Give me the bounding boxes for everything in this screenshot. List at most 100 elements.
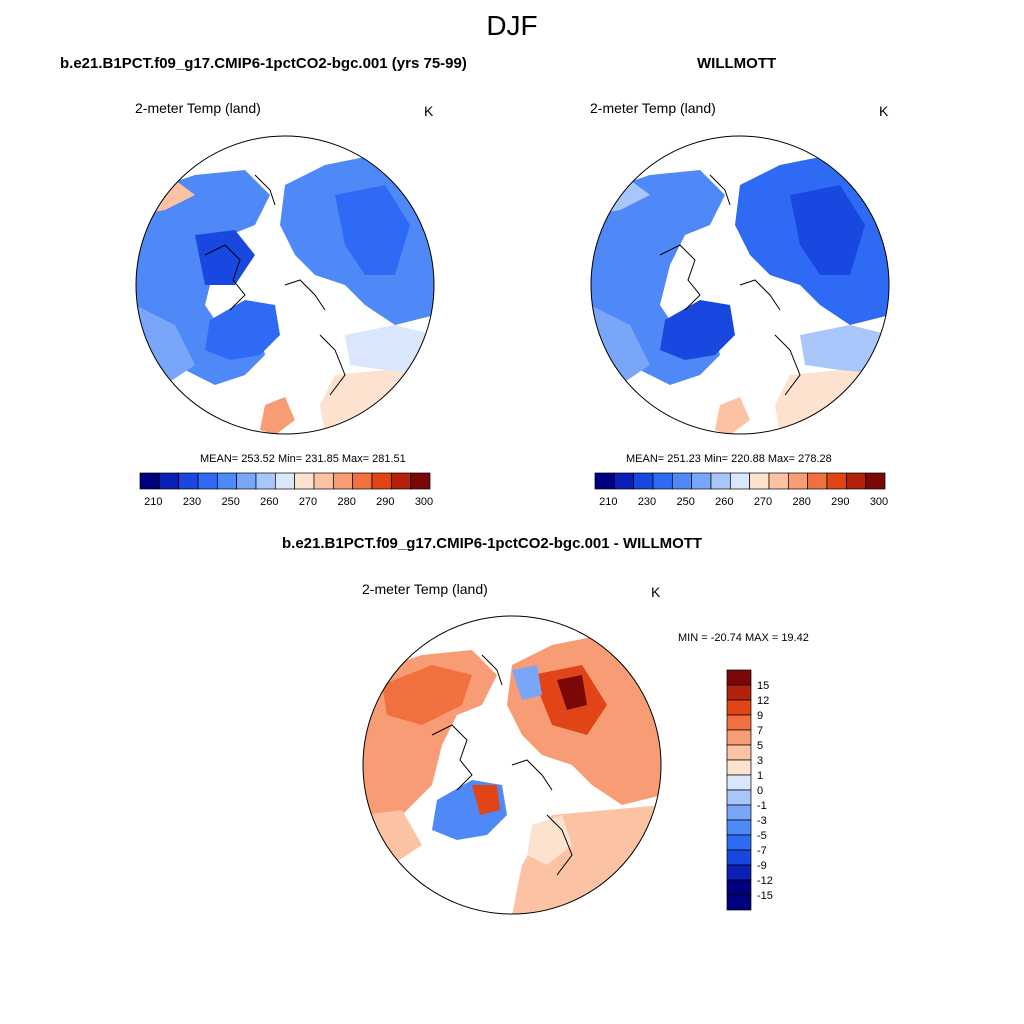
colorbar-swatch xyxy=(313,472,334,490)
scandinavia-mixed xyxy=(527,815,572,865)
left-colorbar: 210 230 250 260 270 280 290 300 xyxy=(139,472,433,508)
diff-polar-map xyxy=(362,615,662,915)
colorbar-swatch xyxy=(691,472,712,490)
colorbar-tick-label: -9 xyxy=(757,860,767,872)
colorbar-swatch xyxy=(726,759,752,776)
colorbar-swatch xyxy=(726,729,752,746)
right-stats: MEAN= 251.23 Min= 220.88 Max= 278.28 xyxy=(626,453,832,465)
colorbar-swatch xyxy=(236,472,257,490)
colorbar-swatch xyxy=(726,849,752,866)
colorbar-tick-label: 9 xyxy=(757,710,763,722)
right-panel-title: WILLMOTT xyxy=(697,55,777,72)
colorbar-swatch xyxy=(768,472,789,490)
colorbar-tick-label: 230 xyxy=(183,496,201,508)
europe-warm xyxy=(775,370,889,434)
left-variable-label: 2-meter Temp (land) xyxy=(135,100,261,116)
diff-variable-label: 2-meter Temp (land) xyxy=(362,581,488,597)
colorbar-swatch xyxy=(726,804,752,821)
coastline xyxy=(431,654,573,876)
colorbar-swatch xyxy=(410,472,431,490)
right-variable-label: 2-meter Temp (land) xyxy=(590,100,716,116)
greenland-region xyxy=(660,300,735,360)
colorbar-tick-label: 290 xyxy=(831,496,849,508)
colorbar-swatch xyxy=(726,774,752,791)
colorbar-tick-label: -1 xyxy=(757,800,767,812)
siberia-core xyxy=(557,675,587,710)
coastline xyxy=(204,174,346,396)
colorbar-swatch xyxy=(332,472,354,490)
colorbar-swatch xyxy=(158,472,180,490)
colorbar-swatch xyxy=(726,699,752,716)
colorbar-tick-label: 300 xyxy=(415,496,433,508)
right-colorbar: 210 230 250 260 270 280 290 300 xyxy=(594,472,888,508)
colorbar-tick-label: 290 xyxy=(376,496,394,508)
canada-dark xyxy=(195,230,255,285)
colorbar-swatch xyxy=(726,669,752,686)
colorbar-tick-label: 7 xyxy=(757,725,763,737)
colorbar-swatch xyxy=(197,472,218,490)
colorbar-tick-label: 210 xyxy=(144,496,162,508)
colorbar-swatch xyxy=(671,472,693,490)
colorbar-tick-label: -7 xyxy=(757,845,767,857)
colorbar-tick-label: 250 xyxy=(676,496,694,508)
colorbar-tick-label: 210 xyxy=(599,496,617,508)
colorbar-swatch xyxy=(139,472,160,490)
coastline xyxy=(659,174,801,396)
colorbar-swatch xyxy=(274,472,296,490)
siberia-core xyxy=(335,185,410,275)
colorbar-tick-label: 250 xyxy=(221,496,239,508)
colorbar-tick-label: -15 xyxy=(757,890,773,902)
colorbar-tick-label: 12 xyxy=(757,695,769,707)
colorbar-swatch xyxy=(726,684,752,701)
colorbar-tick-label: 270 xyxy=(754,496,772,508)
colorbar-swatch xyxy=(594,472,615,490)
colorbar-swatch xyxy=(216,472,238,490)
colorbar-swatch xyxy=(390,472,412,490)
colorbar-swatch xyxy=(726,879,752,896)
colorbar-swatch xyxy=(726,819,752,836)
diff-colorbar: 15 12 9 7 5 3 1 0 -1 -3 -5 -7 -9 -12 -15 xyxy=(726,669,773,911)
left-units-label: K xyxy=(424,103,434,119)
colorbar-swatch xyxy=(710,472,731,490)
colorbar-swatch xyxy=(726,834,752,851)
colorbar-swatch xyxy=(729,472,751,490)
diff-units-label: K xyxy=(651,584,661,600)
colorbar-tick-label: 15 xyxy=(757,680,769,692)
siberia-core xyxy=(790,185,865,275)
colorbar-swatch xyxy=(787,472,809,490)
colorbar-tick-label: 1 xyxy=(757,770,763,782)
colorbar-tick-label: -5 xyxy=(757,830,767,842)
uk-region xyxy=(715,397,750,434)
colorbar-swatch xyxy=(726,714,752,731)
diff-panel-title: b.e21.B1PCT.f09_g17.CMIP6-1pctCO2-bgc.00… xyxy=(282,535,703,552)
colorbar-swatch xyxy=(726,864,752,881)
figure-title: DJF xyxy=(486,10,538,41)
colorbar-swatch xyxy=(726,744,752,761)
colorbar-tick-label: 5 xyxy=(757,740,763,752)
colorbar-swatch xyxy=(352,472,373,490)
colorbar-tick-label: -3 xyxy=(757,815,767,827)
colorbar-swatch xyxy=(294,472,315,490)
colorbar-tick-label: 0 xyxy=(757,785,763,797)
uk-region xyxy=(260,397,295,434)
colorbar-swatch xyxy=(749,472,770,490)
left-panel-title: b.e21.B1PCT.f09_g17.CMIP6-1pctCO2-bgc.00… xyxy=(60,55,467,72)
europe-warm xyxy=(320,370,434,434)
colorbar-swatch xyxy=(826,472,847,490)
colorbar-tick-label: 280 xyxy=(792,496,810,508)
colorbar-tick-label: 230 xyxy=(638,496,656,508)
colorbar-swatch xyxy=(726,789,752,806)
colorbar-tick-label: 260 xyxy=(715,496,733,508)
colorbar-tick-label: 300 xyxy=(870,496,888,508)
left-stats: MEAN= 253.52 Min= 231.85 Max= 281.51 xyxy=(200,453,406,465)
right-polar-map xyxy=(590,135,890,435)
greenland-region xyxy=(205,300,280,360)
siberia-cool-edge xyxy=(512,665,542,700)
colorbar-swatch xyxy=(255,472,276,490)
colorbar-swatch xyxy=(807,472,828,490)
colorbar-tick-label: 280 xyxy=(337,496,355,508)
colorbar-swatch xyxy=(613,472,635,490)
colorbar-swatch xyxy=(371,472,392,490)
colorbar-tick-label: -12 xyxy=(757,875,773,887)
greenland-warm xyxy=(472,785,500,815)
